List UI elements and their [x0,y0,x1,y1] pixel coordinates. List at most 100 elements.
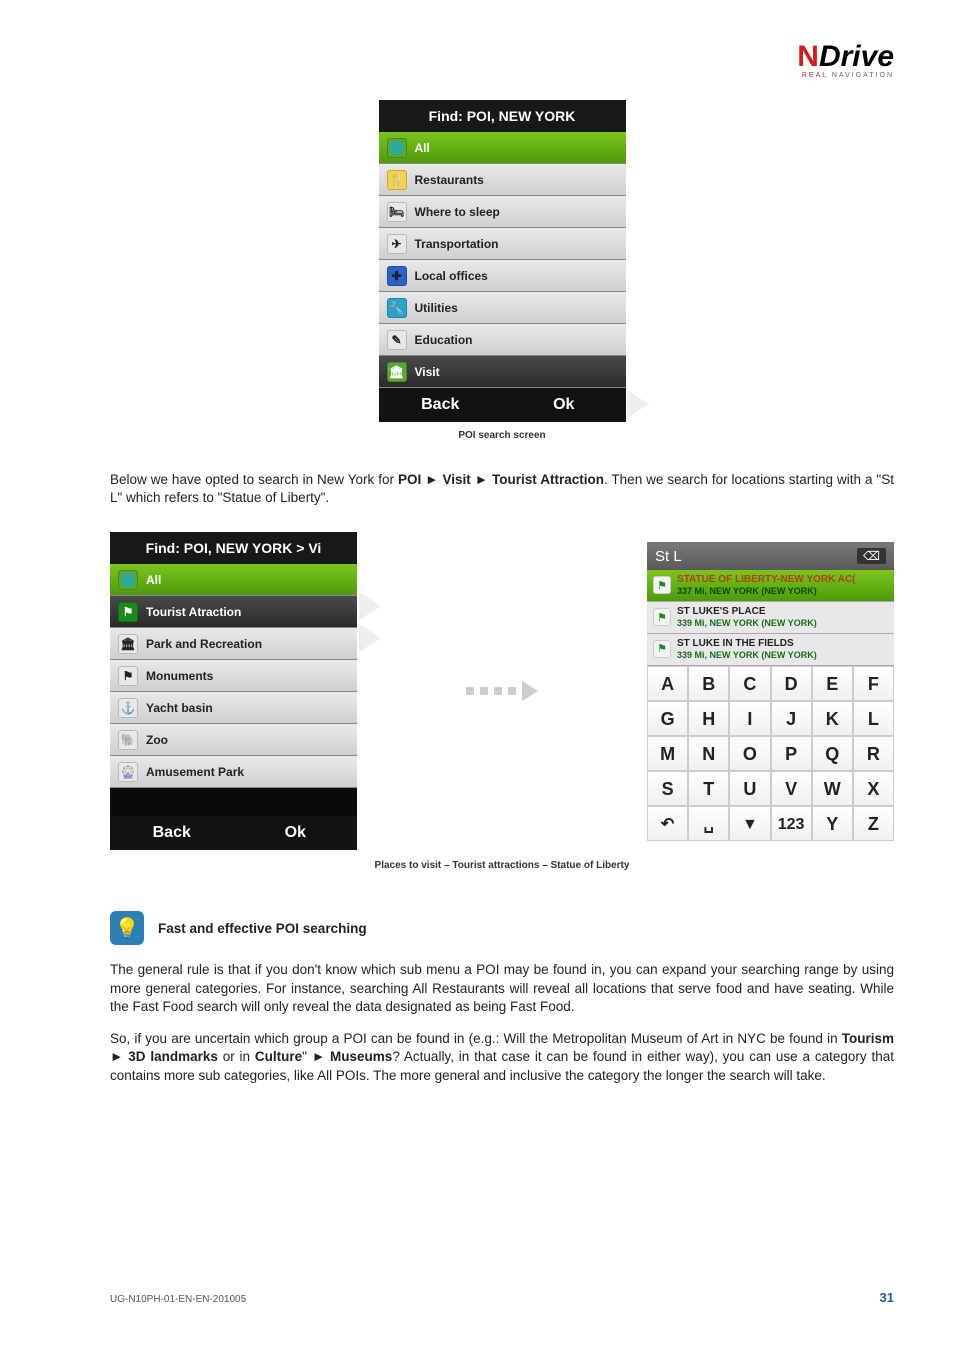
delete-icon[interactable]: ⌫ [857,548,886,564]
keyboard-key[interactable]: S [647,771,688,806]
category-label: Amusement Park [146,765,244,779]
keyboard-key[interactable]: M [647,736,688,771]
keyboard-key[interactable]: U [729,771,770,806]
category-item[interactable]: 🌐All [110,564,357,596]
ok-button[interactable]: Ok [234,816,358,850]
p1-bold: POI ► Visit ► Tourist Attraction [398,472,604,487]
keyboard-key[interactable]: ↶ [647,806,688,841]
keyboard-key[interactable]: W [812,771,853,806]
keyboard-key[interactable]: C [729,666,770,701]
keyboard-key[interactable]: P [771,736,812,771]
figure-caption-2: Places to visit – Tourist attractions – … [110,860,894,871]
logo-sub-nav: NAVIGATION [832,72,894,79]
flag-icon: ⚑ [653,608,671,626]
pointer-arrow-icon [627,390,649,418]
category-item[interactable]: 🎡 Amusement Park [110,756,357,788]
keyboard-key[interactable]: L [853,701,894,736]
category-icon: 🔧 [387,298,407,318]
keyboard-key[interactable]: D [771,666,812,701]
category-icon: 🐘 [118,730,138,750]
phone-title: Find: POI, NEW YORK [379,100,626,132]
category-item[interactable]: 🏛 Park and Recreation [110,628,357,660]
keyboard-key[interactable]: Z [853,806,894,841]
keyboard-key[interactable]: B [688,666,729,701]
keyboard-key[interactable]: T [688,771,729,806]
category-item[interactable]: ⚑ Monuments [110,660,357,692]
category-label: Tourist Atraction [146,605,241,619]
category-item[interactable]: ⚓ Yacht basin [110,692,357,724]
category-icon: ✎ [387,330,407,350]
keyboard-key[interactable]: N [688,736,729,771]
category-icon: ✈ [387,234,407,254]
category-item[interactable]: 🍴Restaurants [379,164,626,196]
keyboard-key[interactable]: I [729,701,770,736]
category-item[interactable]: 🐘 Zoo [110,724,357,756]
category-item[interactable]: 🛏Where to sleep [379,196,626,228]
keyboard-key[interactable]: G [647,701,688,736]
paragraph-3: So, if you are uncertain which group a P… [110,1030,894,1085]
keyboard: ABCDEF GHIJKL MNOPQR STUVWX ↶␣▼123YZ [647,666,894,841]
category-item[interactable]: ⚑Tourist Atraction [110,596,357,628]
category-item[interactable]: ✚Local offices [379,260,626,292]
keyboard-key[interactable]: Y [812,806,853,841]
category-item[interactable]: ✎Education [379,324,626,356]
ok-button[interactable]: Ok [502,388,626,422]
paragraph-1: Below we have opted to search in New Yor… [110,471,894,507]
category-icon: 🏛 [387,362,407,382]
category-label: Monuments [146,669,213,683]
phone2-title: Find: POI, NEW YORK > Vi [110,532,357,564]
p3-m2: " ► [302,1049,330,1064]
back-button[interactable]: Back [379,388,503,422]
category-icon: ✚ [387,266,407,286]
keyboard-key[interactable]: F [853,666,894,701]
category-icon: 🏛 [118,634,138,654]
back-button[interactable]: Back [110,816,234,850]
category-icon: ⚑ [118,666,138,686]
keyboard-key[interactable]: 123 [771,806,812,841]
keyboard-key[interactable]: Q [812,736,853,771]
category-item[interactable]: ✈Transportation [379,228,626,260]
keyboard-key[interactable]: J [771,701,812,736]
keyboard-key[interactable]: X [853,771,894,806]
category-item[interactable]: 🔧Utilities [379,292,626,324]
figure-caption-1: POI search screen [110,430,894,441]
category-icon: 🎡 [118,762,138,782]
category-icon: ⚓ [118,698,138,718]
tip-title: Fast and effective POI searching [158,921,367,936]
category-item[interactable]: 🌐All [379,132,626,164]
poi-search-phone: Find: POI, NEW YORK 🌐All🍴Restaurants🛏Whe… [379,100,626,422]
result-title: STATUE OF LIBERTY-NEW YORK AC( [677,574,856,586]
pointer-arrow-icon [359,624,381,652]
doc-id: UG-N10PH-01-EN-EN-201005 [110,1294,246,1305]
p3-b3: Museums [330,1049,392,1064]
logo-sub-real: REAL [802,72,828,79]
category-item[interactable]: 🏛Visit [379,356,626,388]
logo-drive: Drive [819,40,894,73]
keyboard-key[interactable]: ␣ [688,806,729,841]
category-label: Zoo [146,733,168,747]
result-subtitle: 337 Mi, NEW YORK (NEW YORK) [677,586,856,597]
brand-logo: NDrive REAL NAVIGATION [797,40,894,79]
keyboard-key[interactable]: ▼ [729,806,770,841]
category-label: Where to sleep [415,205,500,219]
keyboard-key[interactable]: A [647,666,688,701]
keyboard-key[interactable]: R [853,736,894,771]
search-result-item[interactable]: ⚑STATUE OF LIBERTY-NEW YORK AC(337 Mi, N… [647,570,894,602]
lightbulb-icon: 💡 [110,911,144,945]
keyboard-key[interactable]: K [812,701,853,736]
search-results-phone: St L ⌫ ⚑STATUE OF LIBERTY-NEW YORK AC(33… [647,542,894,840]
page-footer: UG-N10PH-01-EN-EN-201005 31 [110,1290,894,1305]
keyboard-key[interactable]: V [771,771,812,806]
keyboard-key[interactable]: E [812,666,853,701]
category-label: Yacht basin [146,701,213,715]
flag-icon: ⚑ [653,640,671,658]
two-phones-figure: Find: POI, NEW YORK > Vi 🌐All⚑Tourist At… [110,532,894,850]
category-icon: 🌐 [118,570,138,590]
category-label: Park and Recreation [146,637,262,651]
phone-footer: Back Ok [379,388,626,422]
search-result-item[interactable]: ⚑ST LUKE IN THE FIELDS339 Mi, NEW YORK (… [647,634,894,666]
keyboard-key[interactable]: O [729,736,770,771]
search-input[interactable]: St L [655,548,682,565]
keyboard-key[interactable]: H [688,701,729,736]
search-result-item[interactable]: ⚑ST LUKE'S PLACE339 Mi, NEW YORK (NEW YO… [647,602,894,634]
